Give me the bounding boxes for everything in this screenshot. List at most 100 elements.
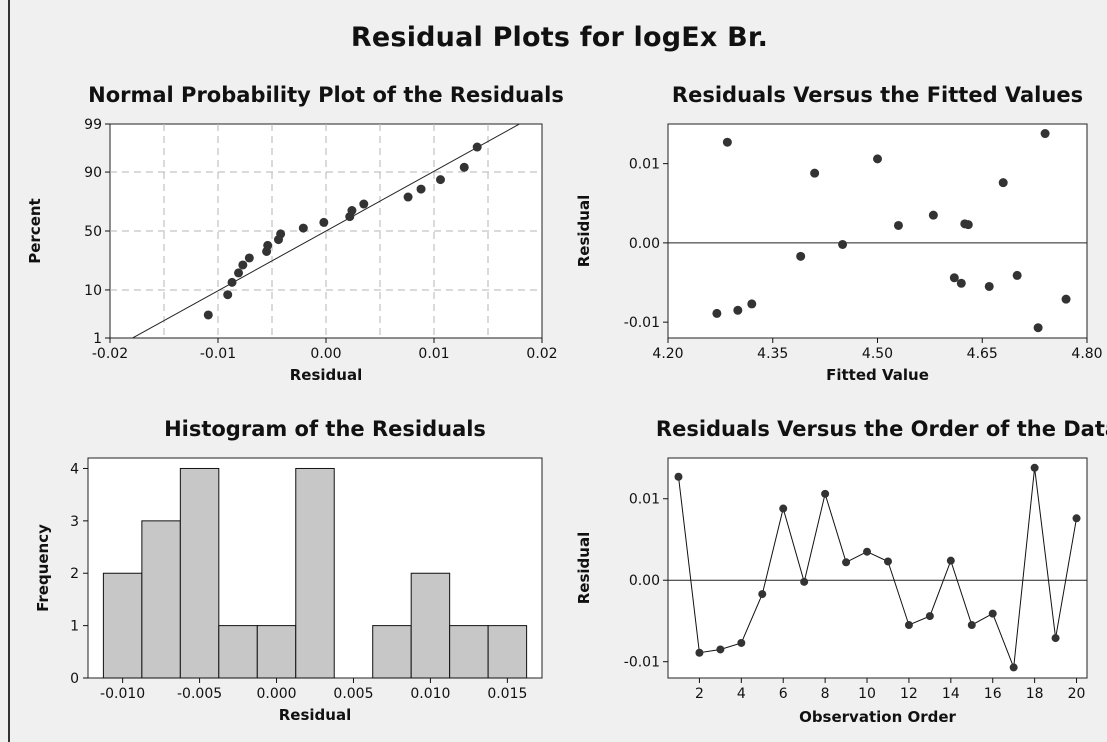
hist-xtick-label: 0.010 [410, 686, 450, 702]
hist-xtick-label: 0.005 [333, 686, 373, 702]
order-point [925, 612, 934, 621]
fitted-point [963, 220, 973, 230]
prob-point [416, 184, 426, 194]
fitted-point [1061, 294, 1071, 304]
prob-xtick-label: 0.00 [310, 346, 341, 362]
prob-point [238, 260, 248, 270]
hist-bar [218, 625, 258, 679]
hist-ylabel: Frequency [34, 524, 52, 612]
fitted-point [722, 137, 732, 147]
fitted-xtick-label: 4.35 [757, 346, 788, 362]
order-point [842, 558, 851, 567]
prob-ytick-label: 1 [93, 331, 102, 347]
order-point [988, 609, 997, 618]
order-point [674, 472, 683, 481]
fitted-point [838, 239, 848, 249]
prob-point [276, 229, 286, 239]
prob-point [244, 253, 254, 263]
order-point [737, 638, 746, 647]
order-xtick-label: 8 [821, 686, 830, 702]
hist-ytick-label: 2 [70, 566, 79, 582]
prob-point [459, 162, 469, 172]
fitted-xtick-label: 4.20 [652, 346, 683, 362]
order-xtick-label: 4 [737, 686, 746, 702]
hist-ytick-label: 4 [70, 461, 79, 477]
fitted-xtick-label: 4.65 [967, 346, 998, 362]
fitted-point [998, 178, 1008, 188]
prob-point [319, 217, 329, 227]
fitted-xlabel: Fitted Value [826, 366, 929, 384]
order-point [883, 557, 892, 566]
hist-bar [487, 625, 528, 679]
prob-ytick-label: 10 [84, 283, 102, 299]
order-point [758, 590, 767, 599]
prob-point [263, 240, 273, 250]
prob-point [227, 277, 237, 287]
fitted-ytick-label: 0.01 [629, 157, 660, 173]
order-ytick-label: 0.01 [629, 492, 660, 508]
order-xtick-label: 10 [858, 686, 876, 702]
hist-xtick-label: 0.000 [256, 686, 296, 702]
order-xtick-label: 16 [984, 686, 1002, 702]
hist-bar [141, 520, 181, 679]
fitted-point [956, 278, 966, 288]
fitted-point [796, 251, 806, 261]
main-title: Residual Plots for logEx Br. [350, 22, 769, 53]
fitted-plot-title: Residuals Versus the Fitted Values [672, 83, 1083, 107]
prob-ytick-label: 50 [84, 224, 102, 240]
order-ytick-label: 0.00 [629, 573, 660, 589]
prob-ylabel: Percent [26, 198, 44, 263]
order-ylabel: Residual [575, 532, 593, 604]
prob-xtick-label: 0.01 [418, 346, 449, 362]
prob-fit-line [131, 124, 521, 338]
order-xtick-label: 14 [942, 686, 960, 702]
hist-ytick-label: 1 [70, 619, 79, 635]
order-plot-title: Residuals Versus the Order of the Data [656, 417, 1107, 441]
fitted-point [984, 281, 994, 291]
prob-point [403, 192, 413, 202]
order-point [1072, 514, 1081, 523]
hist-bar [102, 572, 143, 679]
hist-bar [410, 572, 451, 679]
hist-xlabel: Residual [279, 706, 351, 724]
order-point [904, 621, 913, 630]
hist-xtick-label: -0.010 [100, 686, 145, 702]
hist-xtick-label: -0.005 [177, 686, 222, 702]
order-point [800, 577, 809, 586]
order-point [863, 547, 872, 556]
fitted-point [949, 273, 959, 283]
order-xtick-label: 2 [695, 686, 704, 702]
hist-bar [372, 625, 412, 679]
prob-point [435, 175, 445, 185]
order-point [716, 645, 725, 654]
fitted-point [712, 308, 722, 318]
hist-bar [295, 467, 335, 679]
order-xtick-label: 20 [1068, 686, 1086, 702]
prob-point [223, 290, 233, 300]
hist-bar [449, 625, 489, 679]
hist-title: Histogram of the Residuals [164, 417, 486, 441]
order-ytick-label: -0.01 [624, 655, 660, 671]
prob-point [234, 268, 244, 278]
order-point [967, 621, 976, 630]
fitted-xtick-label: 4.50 [862, 346, 893, 362]
prob-point [472, 142, 482, 152]
hist-xtick-label: 0.015 [487, 686, 527, 702]
order-xtick-label: 18 [1026, 686, 1044, 702]
prob-point [347, 206, 357, 216]
hist-ytick-label: 0 [70, 671, 79, 687]
order-xlabel: Observation Order [799, 708, 956, 726]
order-xtick-label: 6 [779, 686, 788, 702]
fitted-point [1012, 270, 1022, 280]
fitted-point [928, 210, 938, 220]
order-point [1030, 463, 1039, 472]
fitted-point [810, 168, 820, 178]
fitted-xtick-label: 4.80 [1071, 346, 1102, 362]
prob-ytick-label: 90 [84, 165, 102, 181]
fitted-ytick-label: -0.01 [624, 315, 660, 331]
prob-xlabel: Residual [290, 366, 362, 384]
prob-point [203, 310, 213, 320]
order-series-line [678, 467, 1077, 668]
hist-ytick-label: 3 [70, 514, 79, 530]
prob-point [298, 223, 308, 233]
